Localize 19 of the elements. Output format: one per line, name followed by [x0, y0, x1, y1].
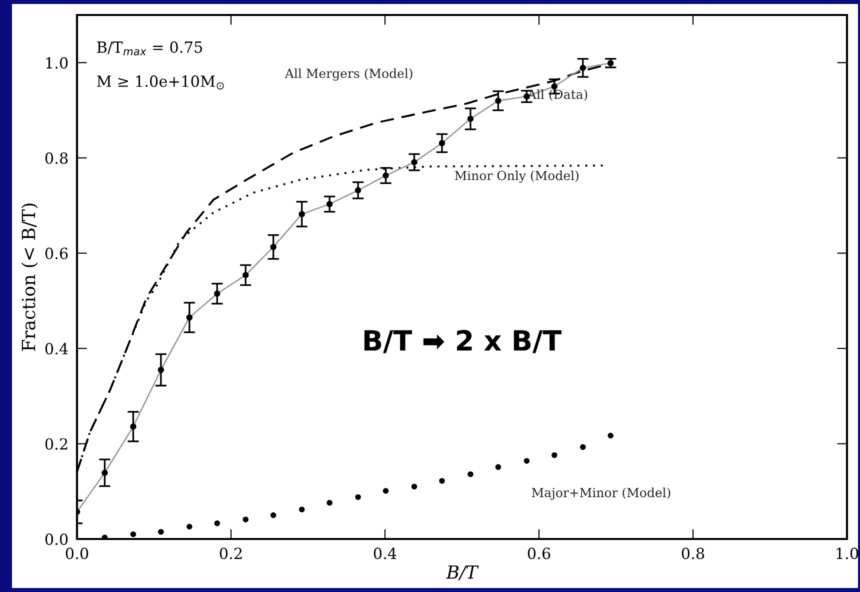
- annotation: B/T ➡ 2 x B/T: [364, 330, 562, 354]
- x-tick-label: 0.6: [528, 548, 550, 560]
- y-axis-title: Fraction (< B/T): [21, 204, 38, 351]
- annotation: B/T$_{max}$ = 0.75: [97, 41, 202, 56]
- x-tick-label: 0.2: [220, 548, 242, 560]
- y-tick-label: 1.0: [46, 57, 68, 69]
- x-tick-label: 0.4: [374, 548, 396, 560]
- y-tick-label: 0.2: [45, 438, 68, 450]
- series-label: Minor Only (Model): [454, 170, 578, 183]
- x-tick-label: 0.0: [66, 548, 88, 560]
- x-tick-label: 0.8: [682, 548, 704, 560]
- annotation: M ≥ 1.0e+10M$_{⊙}$: [97, 75, 224, 90]
- text: Major+Minor (Model): [532, 488, 670, 500]
- y-tick-label: 0.6: [45, 248, 68, 260]
- y-tick-label: 0.0: [45, 533, 68, 546]
- y-tick-label: 0.4: [45, 342, 68, 354]
- x-axis-title: B/T: [446, 565, 479, 580]
- y-tick-label: 0.8: [45, 152, 68, 164]
- text: All Mergers (Model): [284, 68, 412, 81]
